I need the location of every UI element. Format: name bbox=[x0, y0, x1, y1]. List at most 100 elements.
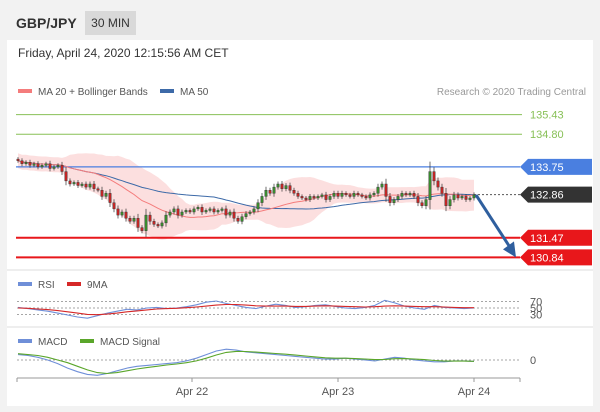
candle bbox=[472, 192, 476, 201]
candle bbox=[196, 205, 200, 211]
candle bbox=[56, 163, 60, 169]
candle bbox=[220, 206, 224, 213]
candle bbox=[44, 161, 48, 168]
candle bbox=[412, 190, 416, 199]
candle bbox=[140, 225, 144, 234]
level-label-132-86: 132.86 bbox=[530, 190, 564, 202]
arrow-shaft bbox=[474, 194, 514, 252]
candle bbox=[72, 180, 76, 186]
candle bbox=[212, 206, 216, 215]
candle bbox=[316, 194, 320, 200]
candle bbox=[348, 192, 352, 199]
candle bbox=[224, 205, 228, 219]
level-tag-131-47 bbox=[520, 229, 592, 246]
macd-series-macd-signal bbox=[17, 350, 475, 375]
candle bbox=[456, 192, 460, 201]
candle bbox=[176, 205, 180, 219]
candles bbox=[16, 157, 476, 237]
level-tag-130-84 bbox=[520, 249, 592, 266]
candle bbox=[440, 183, 444, 197]
currency-pair: GBP/JPY bbox=[16, 15, 77, 31]
candle bbox=[284, 183, 288, 192]
rsi-series-9ma bbox=[17, 303, 474, 316]
candle bbox=[312, 194, 316, 200]
legend-rsi-swatch bbox=[18, 282, 32, 286]
candle bbox=[68, 178, 72, 187]
candle bbox=[48, 160, 52, 172]
candle bbox=[388, 193, 392, 207]
candle bbox=[300, 194, 304, 200]
level-tag-132-86 bbox=[520, 186, 592, 203]
candle bbox=[76, 180, 80, 188]
rsi-lines bbox=[17, 299, 475, 319]
candle bbox=[324, 191, 328, 203]
candle bbox=[64, 167, 68, 186]
legend-ma20-label: MA 20 + Bollinger Bands bbox=[38, 87, 148, 98]
candle bbox=[464, 194, 468, 202]
rsi-legend: RSI 9MA bbox=[18, 280, 108, 291]
macd-levels: 0 bbox=[17, 355, 536, 367]
level-tag-133-75 bbox=[520, 158, 592, 175]
candle bbox=[396, 194, 400, 202]
candle bbox=[264, 186, 268, 200]
candle bbox=[36, 161, 40, 170]
candle bbox=[96, 186, 100, 193]
legend-ma20-swatch bbox=[18, 89, 32, 93]
legend-macd-swatch bbox=[18, 339, 32, 343]
candle bbox=[112, 199, 116, 213]
candle bbox=[432, 167, 436, 186]
legend-macd-signal-label: MACD Signal bbox=[100, 337, 160, 348]
candle bbox=[416, 193, 420, 207]
legend-ma50-swatch bbox=[160, 89, 174, 93]
candle bbox=[328, 194, 332, 202]
candle bbox=[40, 163, 44, 169]
candle bbox=[428, 161, 432, 210]
candle bbox=[296, 190, 300, 199]
candle bbox=[392, 197, 396, 206]
candle bbox=[332, 190, 336, 199]
candle bbox=[204, 208, 208, 214]
candle bbox=[20, 158, 24, 167]
copyright: Research © 2020 Trading Central bbox=[437, 87, 586, 98]
candle bbox=[160, 220, 164, 229]
price-levels bbox=[16, 114, 522, 259]
main-legend: MA 20 + Bollinger Bands MA 50 bbox=[18, 87, 209, 98]
candle bbox=[128, 215, 132, 224]
candle bbox=[116, 205, 120, 219]
candle bbox=[156, 222, 160, 228]
candle bbox=[360, 192, 364, 199]
rsi-level-label-30: 30 bbox=[530, 309, 542, 321]
candle bbox=[408, 191, 412, 197]
candle bbox=[28, 159, 32, 168]
candle bbox=[16, 157, 20, 163]
candle bbox=[100, 186, 104, 200]
candle bbox=[444, 188, 448, 212]
candle bbox=[88, 181, 92, 190]
candle bbox=[336, 190, 340, 199]
legend-macd-signal-swatch bbox=[80, 339, 94, 343]
level-label-134-80: 134.80 bbox=[530, 129, 564, 141]
candle bbox=[460, 194, 464, 200]
macd-series-macd bbox=[17, 348, 475, 376]
candle bbox=[52, 164, 56, 171]
candle bbox=[192, 206, 196, 215]
timestamp: Friday, April 24, 2020 12:15:56 AM CET bbox=[18, 46, 229, 60]
candle bbox=[240, 213, 244, 225]
candle bbox=[92, 181, 96, 192]
macd-legend: MACD MACD Signal bbox=[18, 337, 160, 348]
candle bbox=[452, 191, 456, 203]
candle bbox=[340, 190, 344, 199]
candle bbox=[468, 196, 472, 202]
macd-level-label-0: 0 bbox=[530, 355, 536, 367]
candle bbox=[60, 161, 64, 175]
candle bbox=[172, 206, 176, 215]
candle bbox=[132, 215, 136, 224]
candle bbox=[344, 191, 348, 197]
candle bbox=[244, 211, 248, 220]
candle bbox=[436, 177, 440, 191]
candle bbox=[272, 183, 276, 197]
bollinger-band-area bbox=[18, 153, 474, 240]
timeframe-badge[interactable]: 30 MIN bbox=[85, 11, 136, 35]
level-label-135-43: 135.43 bbox=[530, 110, 564, 122]
